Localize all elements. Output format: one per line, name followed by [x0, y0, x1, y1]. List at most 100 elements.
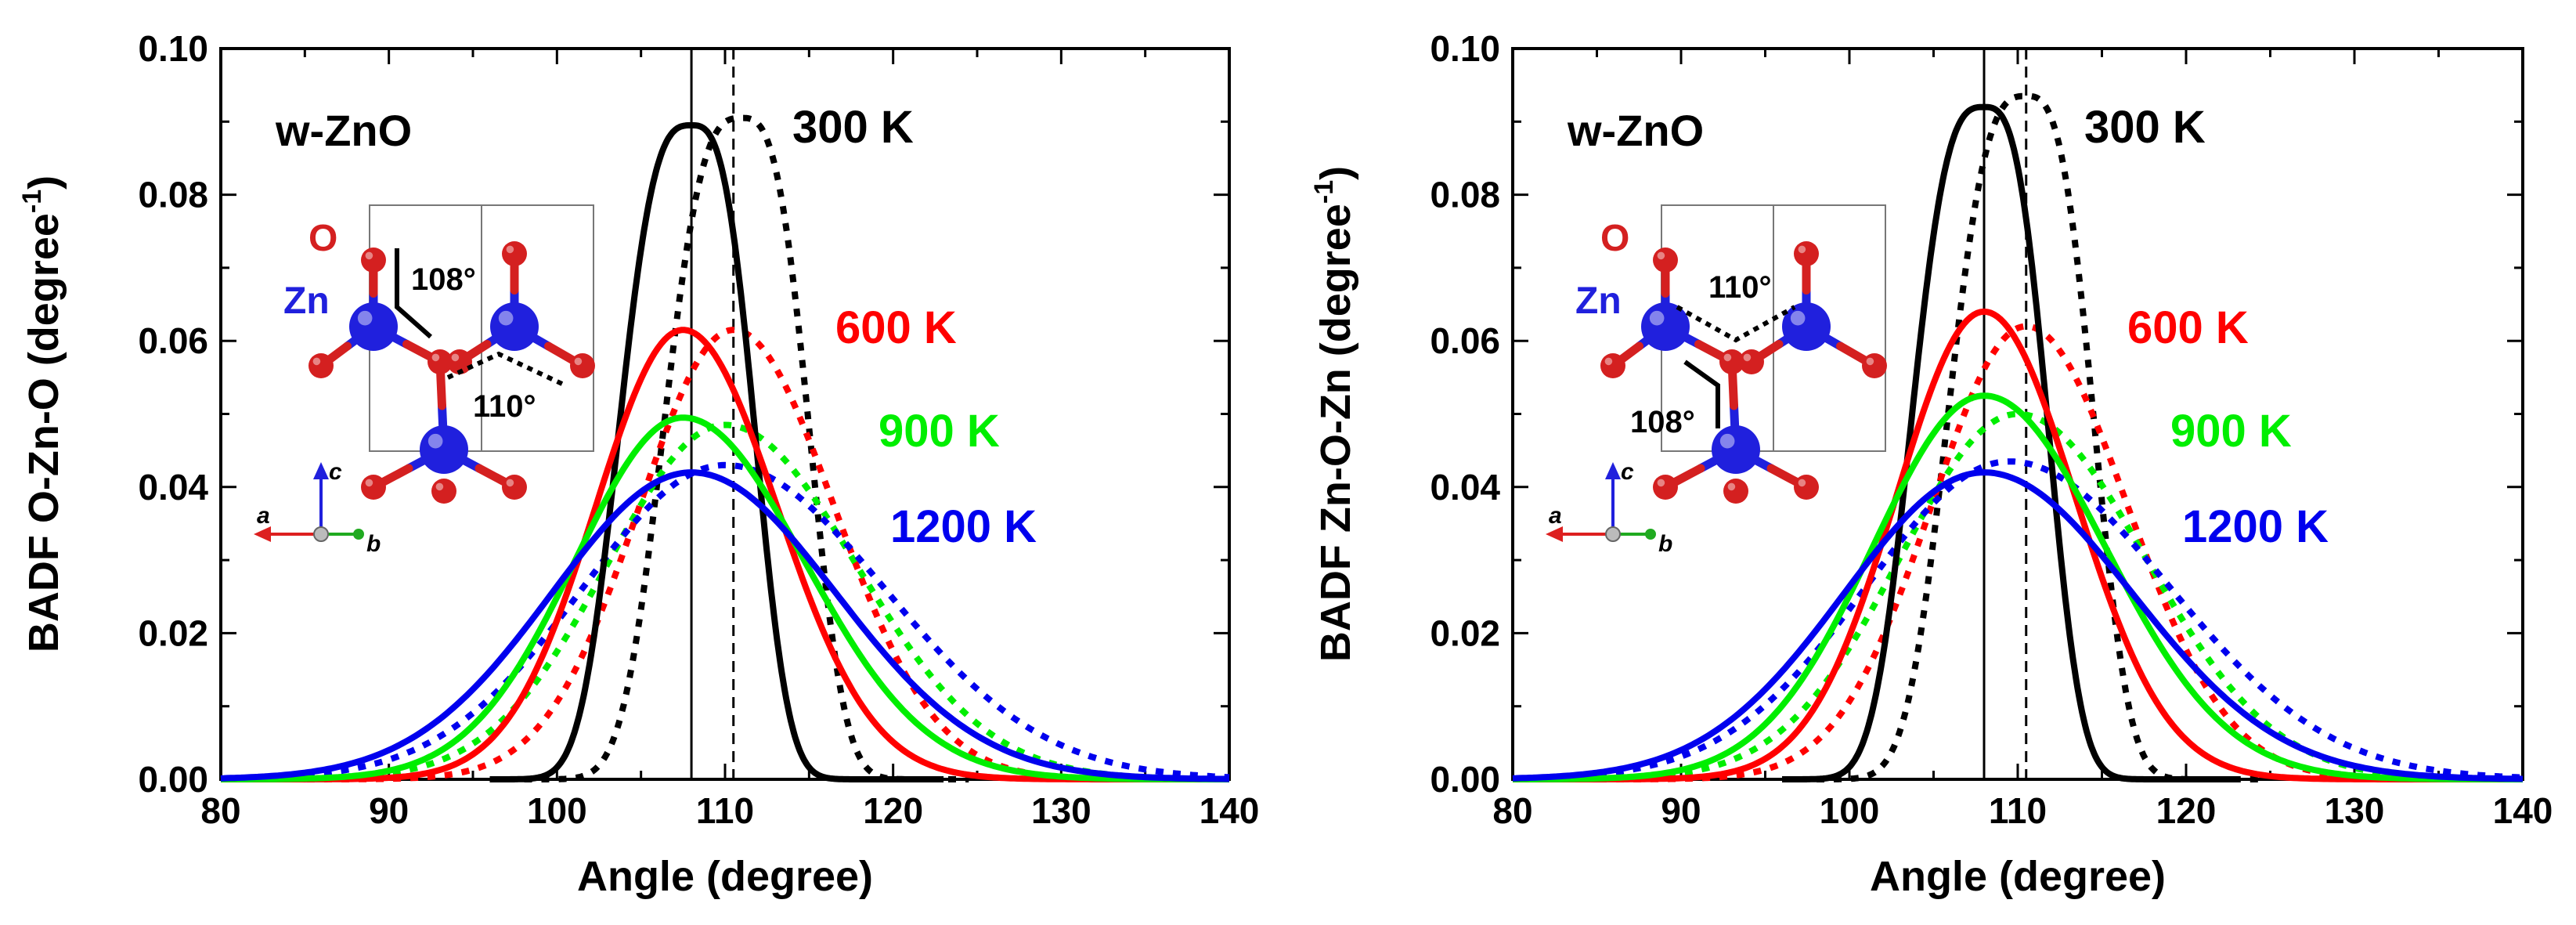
oxygen-atom-highlight: [506, 479, 514, 487]
zinc-atom: [490, 302, 539, 351]
oxygen-atom: [1739, 349, 1764, 374]
oxygen-atom-body: [447, 349, 472, 374]
x-tick-label: 140: [2493, 790, 2553, 831]
y-axis-title-close: ): [20, 175, 67, 190]
zinc-atom: [1641, 302, 1690, 351]
angle-label-b: 110°: [473, 389, 536, 424]
angle-label-b: 108°: [1630, 405, 1695, 439]
angle-label-a: 110°: [1708, 270, 1772, 305]
oxygen-atom-body: [502, 241, 527, 266]
oxygen-atom-body: [1719, 349, 1744, 374]
oxygen-atom-body: [570, 353, 595, 378]
oxygen-atom-highlight: [365, 479, 373, 487]
ticks: [1511, 47, 2524, 781]
y-tick-label: 0.10: [1430, 28, 1500, 69]
oxygen-atom-body: [1600, 353, 1625, 378]
x-tick-label: 130: [1031, 790, 1091, 831]
y-axis-title: BADF O-Zn-O (degree-1): [17, 175, 67, 652]
zinc-atom-highlight: [498, 310, 514, 326]
y-axis-title-close: ): [1312, 166, 1359, 180]
oxygen-atom: [361, 475, 386, 500]
ticks: [219, 47, 1231, 781]
oxygen-atom-body: [1862, 353, 1887, 378]
oxygen-label: O: [1600, 218, 1629, 259]
temperature-label: 900 K: [2170, 406, 2292, 457]
oxygen-atom: [308, 353, 334, 378]
axis-b-tip: [1645, 529, 1656, 540]
panel-left: 80 90 100 110 120 130 140 0.00 0.02 0.04 0.06 0.08 0…: [17, 28, 1259, 900]
series-curves: [1512, 92, 2524, 782]
oxygen-atom-body: [1794, 241, 1819, 266]
oxygen-atom-highlight: [506, 245, 514, 254]
x-axis-title: Angle (degree): [577, 853, 873, 900]
axis-a-label: a: [1549, 503, 1562, 529]
oxygen-atom: [570, 353, 595, 378]
crystal-inset: O Zn 108° 110° c a b: [254, 204, 595, 557]
x-tick-label: 80: [1492, 790, 1532, 831]
axis-a-label: a: [257, 503, 270, 529]
oxygen-atom-highlight: [1727, 482, 1736, 491]
panel-right: 80 90 100 110 120 130 140 0.00 0.02 0.04 0.06 0.08 0…: [1309, 28, 2553, 900]
axis-b-tip: [353, 529, 364, 540]
zinc-atom-highlight: [357, 310, 373, 326]
temperature-label: 600 K: [835, 302, 957, 353]
zinc-atom: [1782, 302, 1831, 351]
y-tick-label: 0.08: [1430, 175, 1500, 215]
x-tick-label: 90: [369, 790, 409, 831]
temperature-label: 300 K: [792, 102, 914, 153]
zinc-atom-body: [420, 425, 468, 474]
oxygen-atom: [1719, 349, 1744, 374]
oxygen-atom: [1653, 248, 1678, 273]
oxygen-atom-body: [431, 479, 456, 504]
y-tick-label: 0.02: [138, 612, 208, 653]
oxygen-atom: [431, 479, 456, 504]
oxygen-atom-body: [1653, 248, 1678, 273]
oxygen-atom-body: [308, 353, 334, 378]
temperature-label: 300 K: [2084, 102, 2206, 153]
oxygen-atom-body: [361, 248, 386, 273]
series-line-300k-solid: [488, 122, 946, 782]
y-tick-label: 0.10: [138, 28, 208, 69]
zinc-atom-body: [1712, 425, 1760, 474]
zinc-atom: [349, 302, 398, 351]
x-tick-label: 140: [1200, 790, 1260, 831]
axis-b-label: b: [1658, 531, 1672, 557]
temperature-label: 900 K: [879, 406, 1000, 457]
y-axis-title-sup: -1: [17, 190, 47, 213]
series-curves: [220, 114, 1230, 782]
y-tick-label: 0.04: [138, 467, 208, 508]
oxygen-atom: [428, 349, 453, 374]
oxygen-atom-highlight: [1723, 353, 1732, 362]
series-line-600k-solid: [1513, 308, 2523, 782]
zinc-atom-body: [349, 302, 398, 351]
oxygen-atom: [1723, 479, 1748, 504]
oxygen-atom-highlight: [1798, 245, 1806, 254]
oxygen-label: O: [308, 218, 337, 259]
crystal-inset: O Zn 110° 108° c a b: [1546, 204, 1887, 557]
oxygen-atom: [502, 241, 527, 266]
oxygen-atom-body: [1794, 475, 1819, 500]
zinc-label: Zn: [1575, 280, 1622, 322]
zinc-label: Zn: [283, 280, 330, 322]
oxygen-atom-highlight: [574, 357, 583, 366]
zinc-atom-body: [1782, 302, 1831, 351]
x-tick-label: 130: [2325, 790, 2385, 831]
x-tick-label: 100: [1820, 790, 1880, 831]
oxygen-atom: [1653, 475, 1678, 500]
oxygen-atom: [1794, 241, 1819, 266]
x-tick-label: 100: [527, 790, 587, 831]
x-tick-label: 120: [863, 790, 923, 831]
series-line-900k-dotted: [220, 421, 1229, 782]
oxygen-atom-body: [1723, 479, 1748, 504]
oxygen-atom-body: [1653, 475, 1678, 500]
series-line-1200k-solid: [1512, 469, 2524, 782]
series-line-1200k-dotted: [220, 461, 1230, 782]
oxygen-atom: [1862, 353, 1887, 378]
oxygen-atom-highlight: [451, 353, 460, 362]
axis-a-arrowhead: [1546, 526, 1563, 542]
sample-label: w-ZnO: [275, 106, 412, 155]
temperature-label: 1200 K: [2182, 501, 2329, 552]
y-tick-label: 0.08: [138, 175, 208, 215]
y-axis-title-sup: -1: [1309, 180, 1339, 204]
